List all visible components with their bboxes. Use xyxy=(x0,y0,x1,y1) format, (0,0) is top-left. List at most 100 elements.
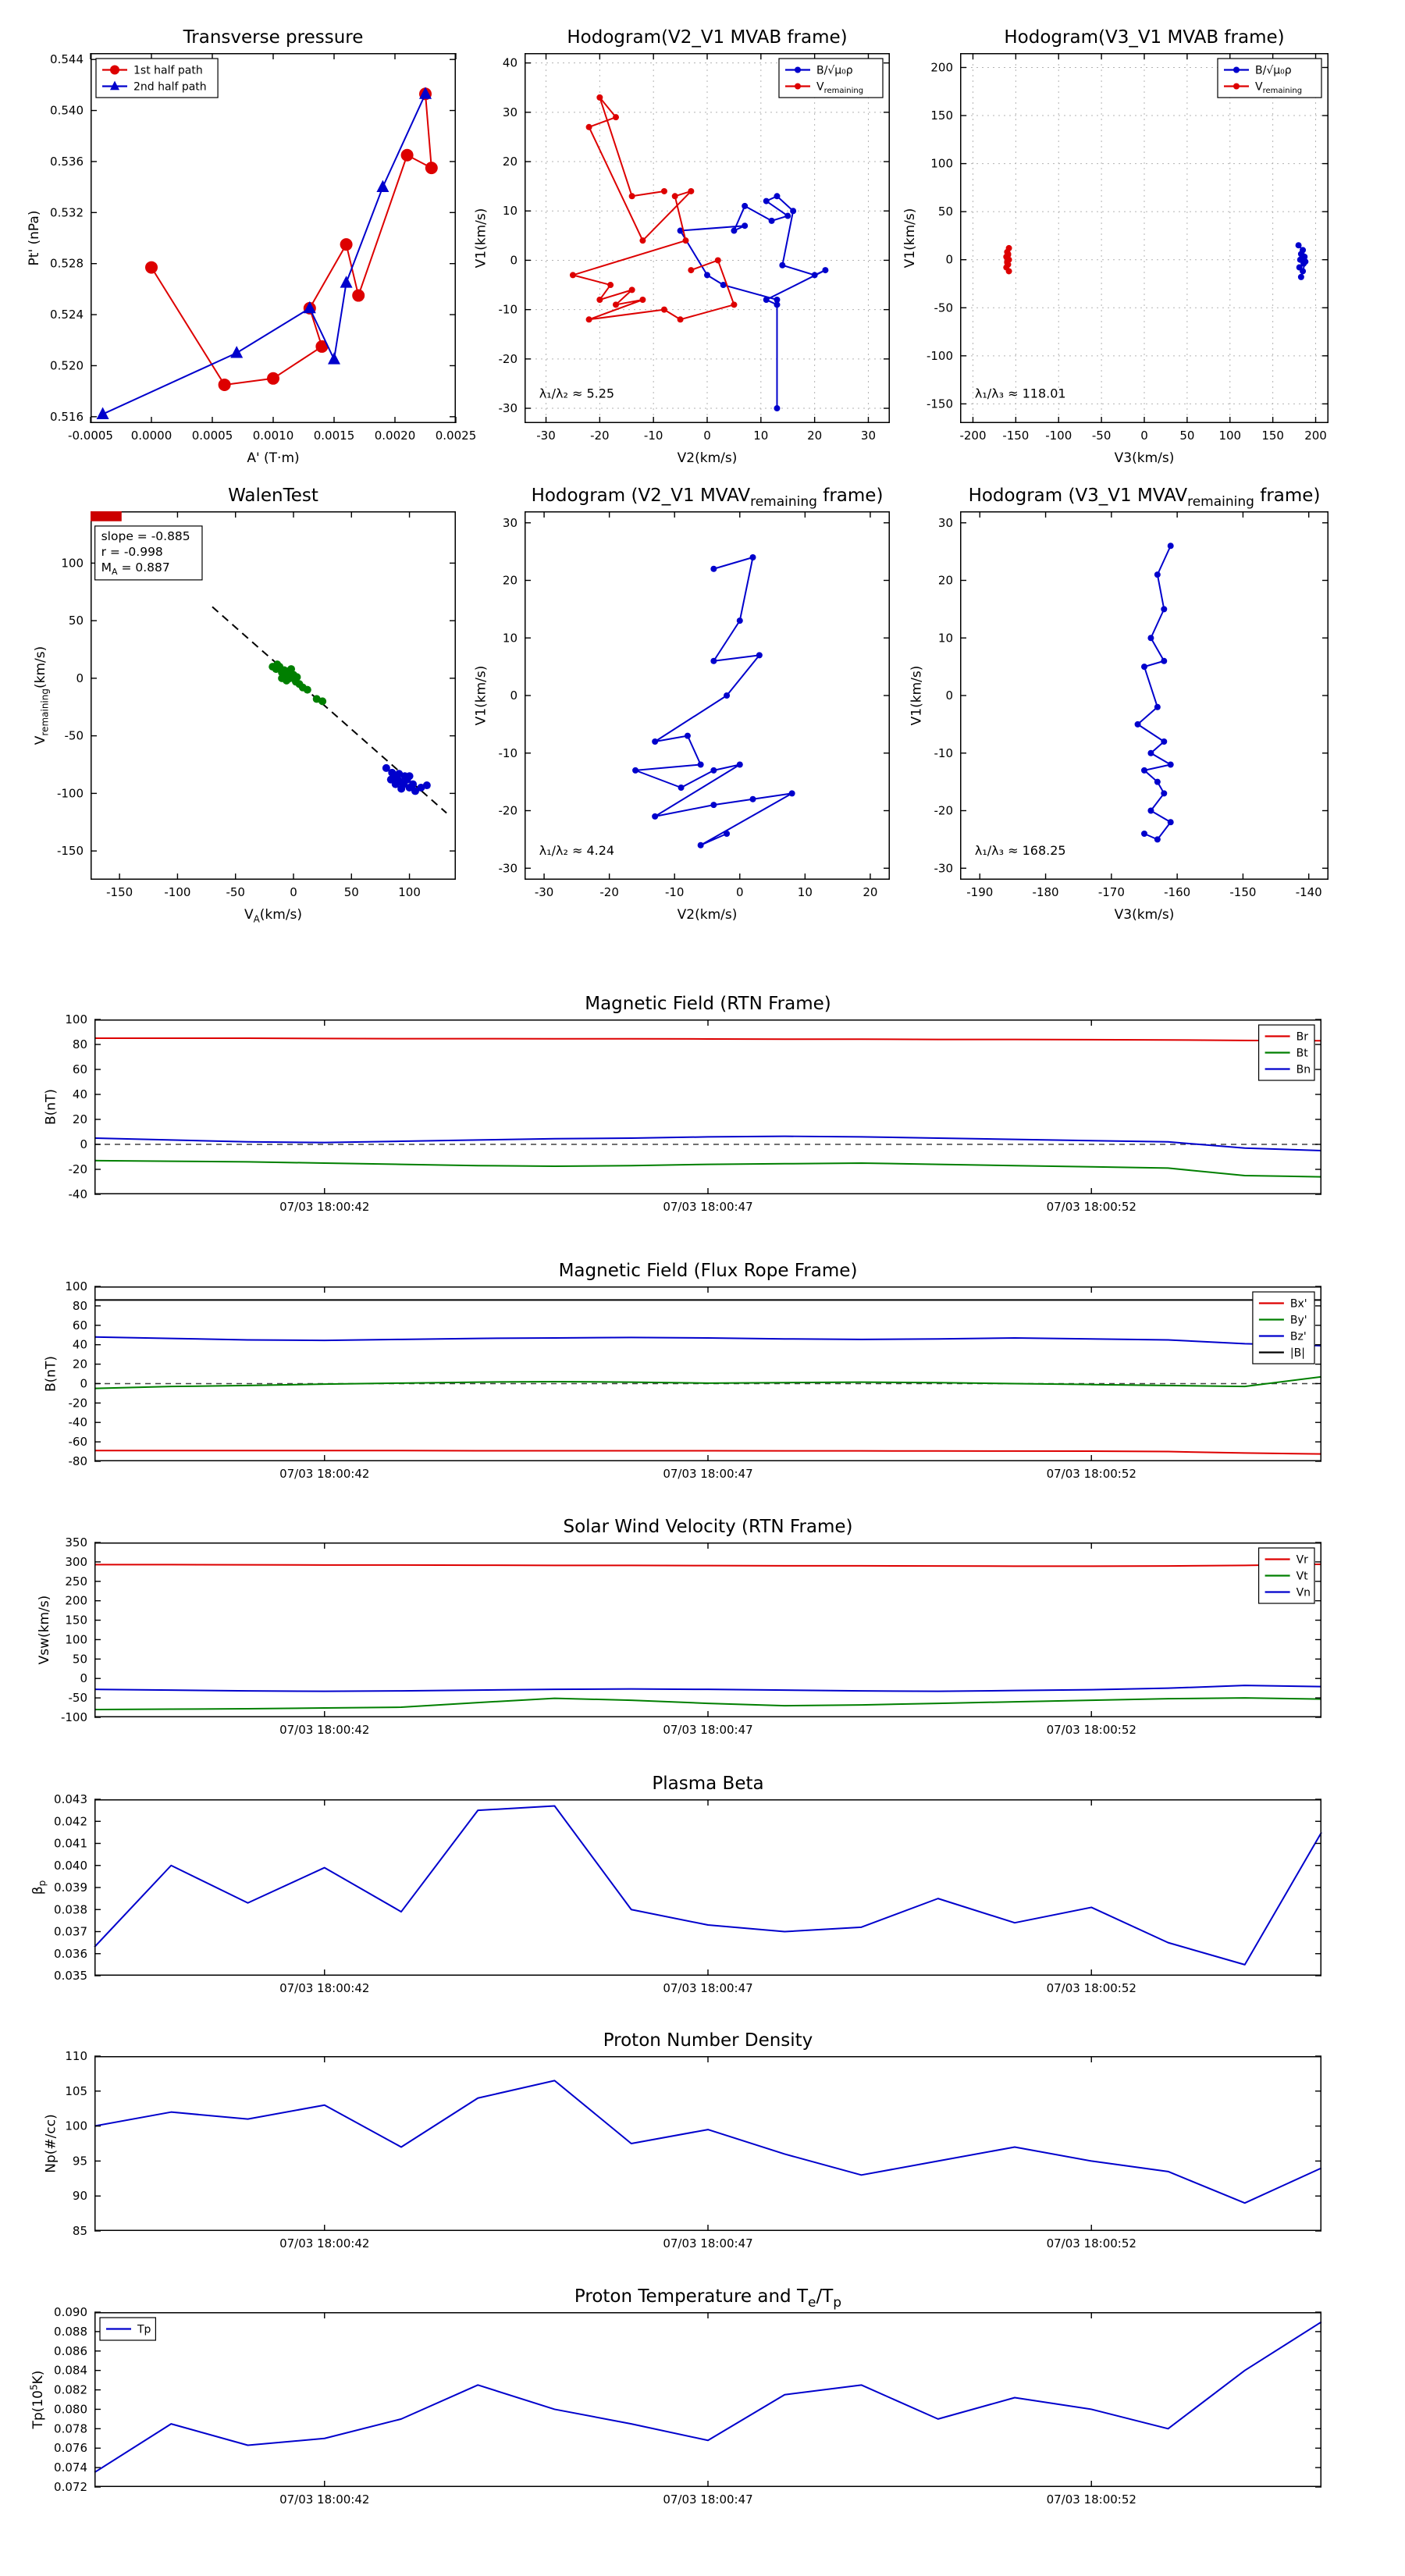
series-bt xyxy=(94,1159,1322,1178)
x-tick-label: 07/03 18:00:47 xyxy=(663,1200,752,1214)
x-tick-label: -10 xyxy=(665,885,685,899)
ticks: -200 -150 -100 -50 0 50 100 150 200 -150 -100 -50 0 5… xyxy=(927,53,1329,443)
x-tick-label: -50 xyxy=(1092,429,1112,443)
legend-label: Bz' xyxy=(1290,1331,1307,1343)
x-tick-label: 0.0015 xyxy=(314,429,355,443)
y-tick-label: 0.524 xyxy=(50,308,84,322)
y-tick-label: 0 xyxy=(945,253,953,267)
y-tick-label: 0.036 xyxy=(54,1947,87,1961)
x-tick-label: 0.0010 xyxy=(253,429,294,443)
x-tick-label: -150 xyxy=(1229,885,1256,899)
x-tick-label: -200 xyxy=(959,429,986,443)
chart-title: Plasma Beta xyxy=(652,1774,763,1794)
y-tick-label: 0.039 xyxy=(54,1880,87,1895)
y-tick-label: 0.074 xyxy=(54,2460,87,2475)
x-tick-label: 20 xyxy=(807,429,822,443)
y-tick-label: 20 xyxy=(73,1112,87,1126)
mag-fluxrope-svg: 07/03 18:00:42 07/03 18:00:47 07/03 18:00:… xyxy=(43,1261,1322,1481)
y-tick-label: 0.082 xyxy=(54,2383,87,2397)
series-bx- xyxy=(94,1450,1322,1455)
y-tick-label: -50 xyxy=(65,729,84,743)
y-tick-label: 95 xyxy=(73,2154,87,2168)
y-tick-label: -30 xyxy=(499,861,518,875)
y-tick-label: 0.038 xyxy=(54,1902,87,1916)
x-tick-label: 07/03 18:00:47 xyxy=(663,2492,752,2507)
chart-hodogram-v2v1-mvab: -30 -20 -10 0 10 20 30 -30 -20 -10 0 10 20 30 40 Hodogr… xyxy=(473,27,890,466)
x-tick-label: 07/03 18:00:52 xyxy=(1047,1200,1136,1214)
y-tick-label: 0.520 xyxy=(50,358,84,372)
legend-label: Tp xyxy=(137,2324,151,2336)
x-tick-label: -180 xyxy=(1033,885,1059,899)
chart-solar-wind-velocity: 07/03 18:00:42 07/03 18:00:47 07/03 18:00:… xyxy=(37,1517,1322,1737)
ticks: 07/03 18:00:42 07/03 18:00:47 07/03 18:00:… xyxy=(65,1012,1321,1214)
y-tick-label: 0 xyxy=(80,1137,87,1151)
chart-magnetic-field-rtn: 07/03 18:00:42 07/03 18:00:47 07/03 18:00:… xyxy=(43,994,1322,1214)
legend: Vr Vt Vn xyxy=(1257,1547,1315,1604)
y-tick-label: 200 xyxy=(930,60,953,74)
y-tick-label: 150 xyxy=(930,109,953,123)
x-tick-label: 0.0000 xyxy=(131,429,173,443)
x-tick-label: 0 xyxy=(703,429,711,443)
chart-title: Solar Wind Velocity (RTN Frame) xyxy=(563,1517,852,1537)
y-tick-label: 10 xyxy=(503,631,518,645)
x-tick-label: 07/03 18:00:52 xyxy=(1047,1981,1136,1995)
x-tick-label: 50 xyxy=(344,885,359,899)
grid xyxy=(525,53,890,423)
y-tick-label: -150 xyxy=(927,397,953,411)
y-tick-label: 300 xyxy=(65,1555,87,1569)
x-axis-label: V3(km/s) xyxy=(1115,450,1175,466)
legend-label: Vt xyxy=(1297,1571,1309,1583)
walen-test-svg: -150 -100 -50 0 50 100 -150 -100 -50 0 50 100 WalenT… xyxy=(33,486,456,924)
chart-title: Hodogram (V3_V1 MVAVremaining frame) xyxy=(969,486,1321,510)
y-tick-label: 20 xyxy=(503,155,518,169)
y-axis-label: βp xyxy=(30,1880,48,1895)
y-tick-label: 0.528 xyxy=(50,257,84,271)
series-first-half xyxy=(269,660,327,706)
y-tick-label: 200 xyxy=(65,1594,87,1608)
x-tick-label: 50 xyxy=(1179,429,1194,443)
y-tick-label: 30 xyxy=(938,516,953,530)
y-tick-label: 50 xyxy=(69,614,84,628)
x-tick-label: 07/03 18:00:42 xyxy=(279,1981,369,1995)
chart-title: Magnetic Field (Flux Rope Frame) xyxy=(559,1261,858,1281)
x-tick-label: 07/03 18:00:52 xyxy=(1047,1723,1136,1737)
grid xyxy=(960,53,1329,423)
y-tick-label: -20 xyxy=(69,1396,88,1410)
y-tick-label: 150 xyxy=(65,1614,87,1628)
chart-hodogram-v2v1-mvav: -30 -20 -10 0 10 20 -30 -20 -10 0 10 20 30 Hodogram (… xyxy=(473,486,890,923)
chart-proton-temperature: 07/03 18:00:42 07/03 18:00:47 07/03 18:00:… xyxy=(28,2286,1322,2507)
x-tick-label: 10 xyxy=(798,885,813,899)
chart-title: Proton Temperature and Te/Tp xyxy=(574,2286,841,2311)
y-tick-label: 0.078 xyxy=(54,2421,87,2435)
x-tick-label: 0.0005 xyxy=(192,429,233,443)
y-tick-label: 100 xyxy=(65,1012,87,1026)
legend-label: By' xyxy=(1290,1315,1307,1327)
series-2nd-half-path xyxy=(96,87,432,419)
series-bz- xyxy=(94,1336,1322,1347)
y-tick-label: -60 xyxy=(69,1435,88,1449)
proton-density-svg: 07/03 18:00:42 07/03 18:00:47 07/03 18:00:… xyxy=(43,2030,1322,2250)
series-v xyxy=(632,554,795,849)
y-tick-label: 0.035 xyxy=(54,1969,87,1983)
y-tick-label: -100 xyxy=(927,349,953,363)
x-tick-label: -50 xyxy=(226,885,245,899)
y-tick-label: 30 xyxy=(503,105,518,119)
y-tick-label: 30 xyxy=(503,516,518,530)
y-tick-label: -40 xyxy=(69,1415,88,1429)
x-tick-label: 100 xyxy=(398,885,421,899)
annotation-line: MA = 0.887 xyxy=(101,560,170,577)
ticks: 07/03 18:00:42 07/03 18:00:47 07/03 18:00:… xyxy=(61,1535,1321,1737)
legend-label: 2nd half path xyxy=(133,81,207,94)
legend-label: 1st half path xyxy=(133,65,203,77)
chart-transverse-pressure: -0.0005 0.0000 0.0005 0.0010 0.0015 0.0020 0.0… xyxy=(27,27,477,466)
y-tick-label: 0.544 xyxy=(50,52,84,66)
y-axis-label: V1(km/s) xyxy=(473,208,489,269)
x-tick-label: -10 xyxy=(644,429,663,443)
y-tick-label: 350 xyxy=(65,1535,87,1550)
y-tick-label: 0.076 xyxy=(54,2441,87,2455)
series-vr xyxy=(94,1563,1322,1567)
y-tick-label: -20 xyxy=(934,804,954,818)
y-tick-label: 80 xyxy=(73,1037,87,1051)
x-tick-label: -150 xyxy=(106,885,133,899)
y-tick-label: 50 xyxy=(938,205,953,219)
